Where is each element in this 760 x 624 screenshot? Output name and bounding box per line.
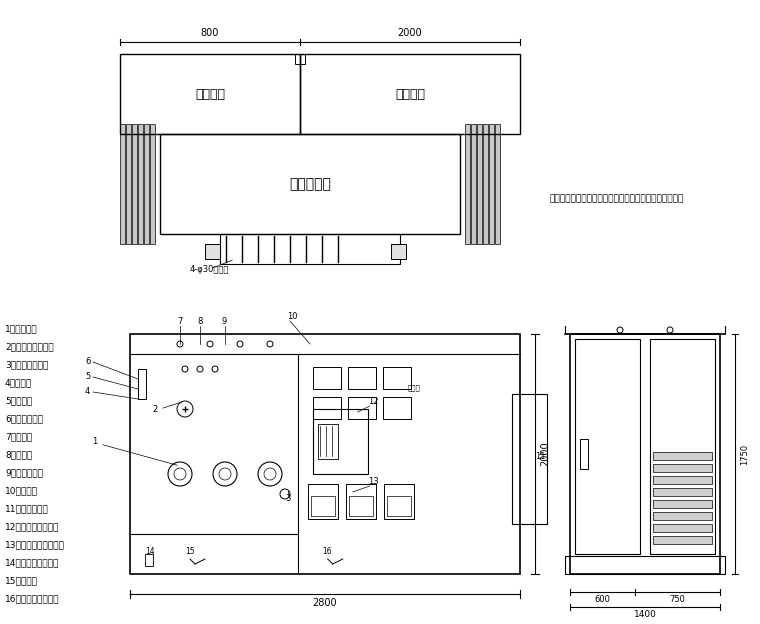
Text: 3、调压分接开关: 3、调压分接开关 [5,360,49,369]
Bar [295,54,305,64]
Bar [512,394,547,524]
Bar [318,424,337,459]
Text: 12、低压侧主断路器: 12、低压侧主断路器 [5,522,59,531]
Text: 1750: 1750 [740,444,749,464]
Bar [653,512,712,520]
Text: 8、压力表: 8、压力表 [5,450,32,459]
Bar [349,496,372,516]
Text: 7、温度计: 7、温度计 [5,432,32,441]
Bar [312,397,340,419]
Bar [477,124,482,244]
Bar [653,464,712,472]
Bar [653,536,712,544]
Bar [120,124,125,244]
Bar [570,334,720,574]
Bar [653,488,712,496]
Text: 9: 9 [222,317,227,326]
Text: 3: 3 [285,494,290,503]
Bar [312,409,368,474]
Text: 2、四位置负荷开关: 2、四位置负荷开关 [5,342,54,351]
Bar [383,367,410,389]
Text: 16、低压室接地端子: 16、低压室接地端子 [5,594,59,603]
Text: 2000: 2000 [540,442,550,466]
Text: 14、高压室接地端子: 14、高压室接地端子 [5,558,59,567]
Bar [575,339,640,554]
Bar [383,397,410,419]
Bar [653,476,712,484]
Bar [465,124,470,244]
Text: 6: 6 [85,357,90,366]
Bar [144,124,149,244]
Text: 4、油位计: 4、油位计 [5,378,32,387]
Text: 11: 11 [536,452,546,461]
Text: 1: 1 [92,437,97,446]
Text: 2800: 2800 [312,598,337,608]
Bar [653,452,712,460]
Bar [346,484,375,519]
Text: 15、底盘阀: 15、底盘阀 [5,576,38,585]
Text: 说明：以上尺寸仅供参考，最终尺寸以厂家产品实物为准: 说明：以上尺寸仅供参考，最终尺寸以厂家产品实物为准 [550,194,684,203]
Bar [126,124,131,244]
Bar [471,124,476,244]
Bar [311,496,334,516]
Text: 2: 2 [152,405,157,414]
Bar [132,124,137,244]
Text: 16: 16 [323,547,332,556]
Text: 10: 10 [287,312,297,321]
Text: 4: 4 [85,387,90,396]
Bar [347,367,375,389]
Bar [220,234,400,264]
Bar [653,500,712,508]
Text: 15: 15 [185,547,195,556]
Text: 9、继电保护器: 9、继电保护器 [5,468,43,477]
Text: 12: 12 [368,397,378,406]
Bar [300,54,520,134]
Text: 5、注油口: 5、注油口 [5,396,32,405]
Bar [150,124,155,244]
Text: 低压闸箱: 低压闸箱 [395,87,425,100]
Bar [565,556,725,574]
Bar [347,397,375,419]
Text: 800: 800 [201,28,219,38]
Bar [580,439,588,469]
Bar [495,124,500,244]
Bar [489,124,494,244]
Text: 14: 14 [145,547,154,556]
Bar [483,124,488,244]
Text: 5: 5 [85,372,90,381]
Text: 8: 8 [197,317,202,326]
Bar [308,484,337,519]
Bar [160,134,460,234]
Bar [650,339,715,554]
Text: 高压闸箱: 高压闸箱 [195,87,225,100]
Text: 750: 750 [670,595,686,604]
Text: 4-φ30安装孔: 4-φ30安装孔 [190,265,230,274]
Text: 6、压力释放阀: 6、压力释放阀 [5,414,43,423]
Bar [653,524,712,532]
Bar [205,244,220,259]
Text: 11、无功补偿室: 11、无功补偿室 [5,504,49,513]
Bar [384,484,413,519]
Bar [130,334,520,574]
Text: 13、低压侧总线断路器: 13、低压侧总线断路器 [5,540,65,549]
Text: 1400: 1400 [634,610,657,619]
Bar [120,54,300,134]
Text: 1、高压套管: 1、高压套管 [5,324,38,333]
Text: 变压器主体: 变压器主体 [289,177,331,191]
Text: 600: 600 [594,595,610,604]
Text: 10、表计室: 10、表计室 [5,486,38,495]
Bar [391,244,406,259]
Text: 13: 13 [368,477,378,486]
Text: 表计室: 表计室 [407,384,420,391]
Bar [138,369,146,399]
Bar [145,554,153,566]
Bar [312,367,340,389]
Text: 7: 7 [177,317,182,326]
Bar [138,124,143,244]
Bar [387,496,410,516]
Text: 2000: 2000 [397,28,423,38]
